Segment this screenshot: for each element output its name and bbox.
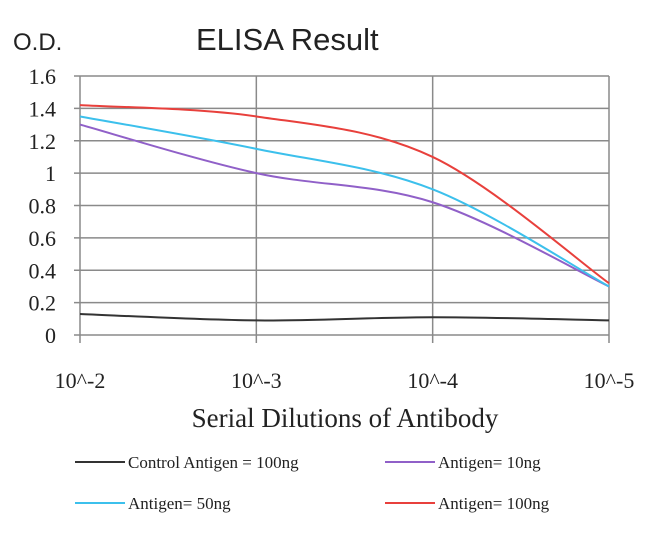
x-tick-label: 10^-5 — [584, 368, 635, 393]
y-tick-label: 0.6 — [29, 226, 57, 251]
y-tick-label: 0.8 — [29, 194, 57, 219]
y-tick-label: 1 — [45, 161, 56, 186]
series-line-2 — [79, 115, 610, 288]
legend-label: Control Antigen = 100ng — [128, 453, 299, 472]
legend-label: Antigen= 10ng — [438, 453, 541, 472]
y-tick-label: 0.2 — [29, 291, 57, 316]
legend-label: Antigen= 100ng — [438, 494, 550, 513]
y-tick-label: 0 — [45, 323, 56, 348]
series-line-3 — [79, 104, 610, 285]
y-axis-label: O.D. — [13, 29, 62, 56]
x-tick-label: 10^-4 — [407, 368, 458, 393]
series-line-1 — [79, 123, 610, 288]
y-tick-label: 1.2 — [29, 129, 57, 154]
x-tick-label: 10^-2 — [55, 368, 106, 393]
x-axis-label: Serial Dilutions of Antibody — [192, 403, 499, 433]
y-tick-label: 0.4 — [29, 258, 57, 283]
series-line-0 — [79, 312, 610, 322]
x-tick-label: 10^-3 — [231, 368, 282, 393]
legend-label: Antigen= 50ng — [128, 494, 231, 513]
chart-title: ELISA Result — [196, 22, 379, 57]
y-tick-label: 1.4 — [29, 96, 57, 121]
y-tick-label: 1.6 — [29, 64, 57, 89]
